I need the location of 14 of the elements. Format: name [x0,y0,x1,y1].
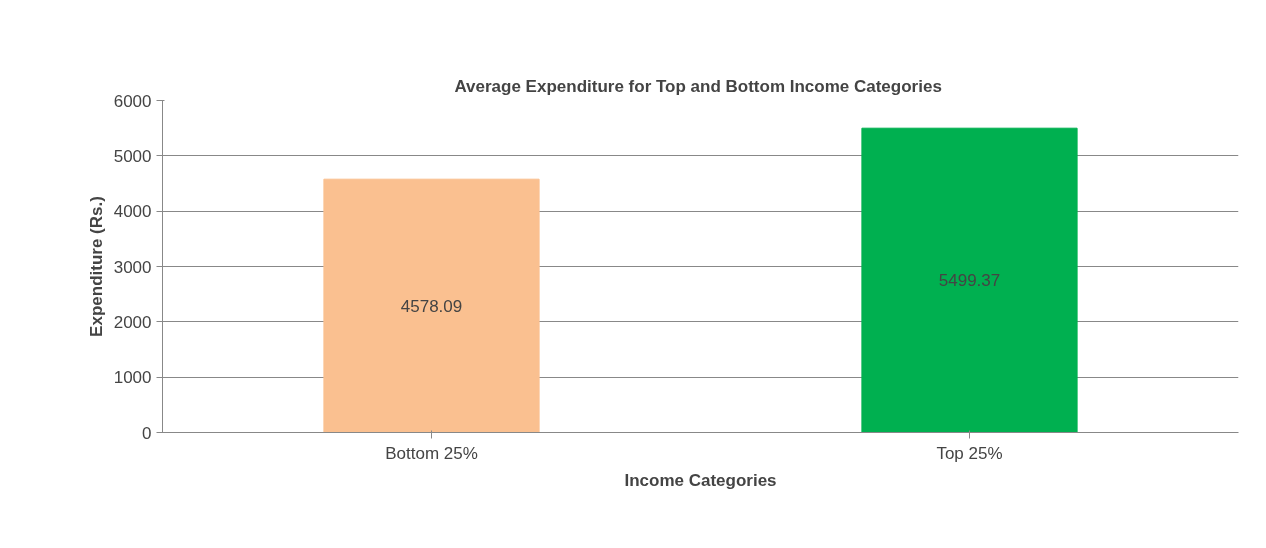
x-tick-label: Bottom 25% [385,443,478,463]
y-axis-title: Expenditure (Rs.) [86,196,106,337]
y-tick-label: 0 [142,423,152,443]
y-tick-label: 2000 [113,312,152,332]
y-tick-label: 3000 [113,257,152,277]
chart-title: Average Expenditure for Top and Bottom Income Categories [454,76,942,96]
y-tick-label: 5000 [113,146,152,166]
x-axis-title: Income Categories [624,470,777,490]
data-label: 5499.37 [938,271,1001,291]
data-label: 4578.09 [400,296,463,316]
y-tick-label: 6000 [113,91,152,111]
y-tick-label: 1000 [113,368,152,388]
x-tick-label: Top 25% [936,443,1003,463]
y-tick-label: 4000 [113,202,152,222]
